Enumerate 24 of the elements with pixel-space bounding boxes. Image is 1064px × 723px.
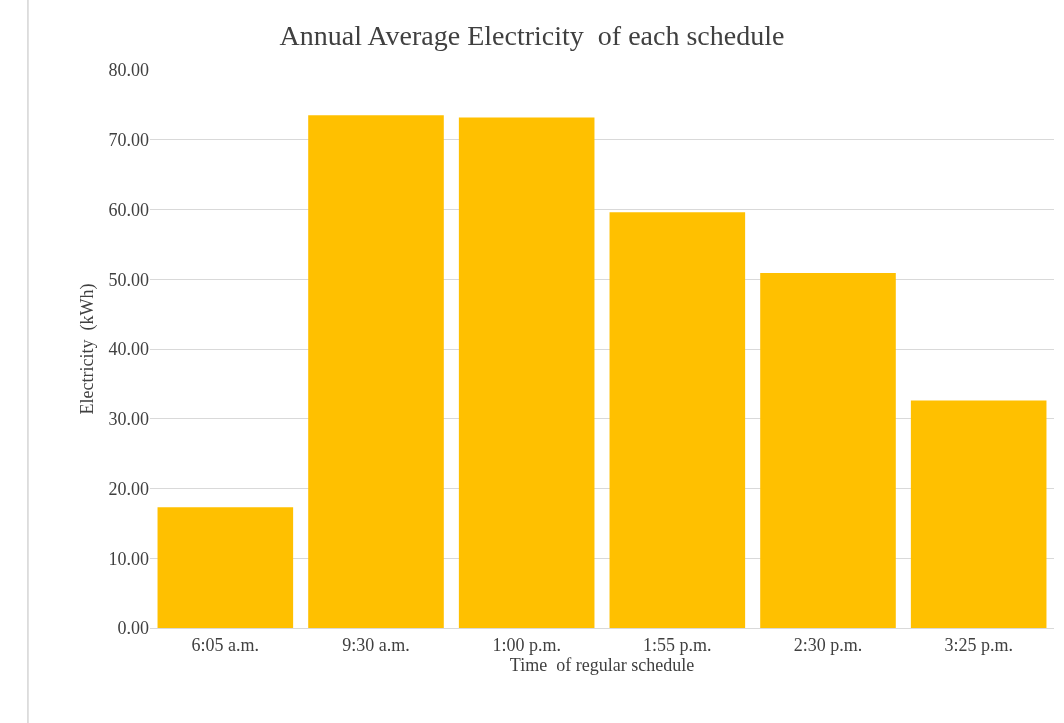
chart-title: Annual Average Electricity of each schedule: [279, 19, 785, 51]
y-tick-label: 60.00: [108, 199, 149, 220]
x-tick-label: 1:00 p.m.: [492, 634, 561, 655]
y-tick-label: 10.00: [108, 548, 149, 569]
y-tick-label: 30.00: [108, 409, 149, 430]
x-tick-label: 6:05 a.m.: [191, 634, 260, 655]
x-tick-label: 1:55 p.m.: [643, 634, 712, 655]
bar: [910, 400, 1047, 628]
y-tick-label: 0.00: [117, 618, 149, 639]
bar: [609, 212, 746, 628]
x-axis-title: Time of regular schedule: [509, 654, 695, 675]
bar: [760, 272, 896, 628]
bar: [308, 115, 444, 628]
y-tick-label: 20.00: [108, 478, 149, 499]
x-tick-label: 2:30 p.m.: [793, 634, 863, 655]
y-tick-label: 80.00: [108, 60, 149, 81]
bar: [157, 507, 294, 628]
y-tick-label: 50.00: [108, 269, 149, 290]
y-tick-label: 70.00: [108, 130, 149, 151]
x-tick-label: 3:25 p.m.: [944, 634, 1013, 655]
x-tick-label: 9:30 a.m.: [342, 634, 410, 655]
y-axis-title: Electricity (kWh): [76, 283, 98, 415]
bar: [458, 117, 595, 628]
y-tick-label: 40.00: [108, 339, 149, 360]
